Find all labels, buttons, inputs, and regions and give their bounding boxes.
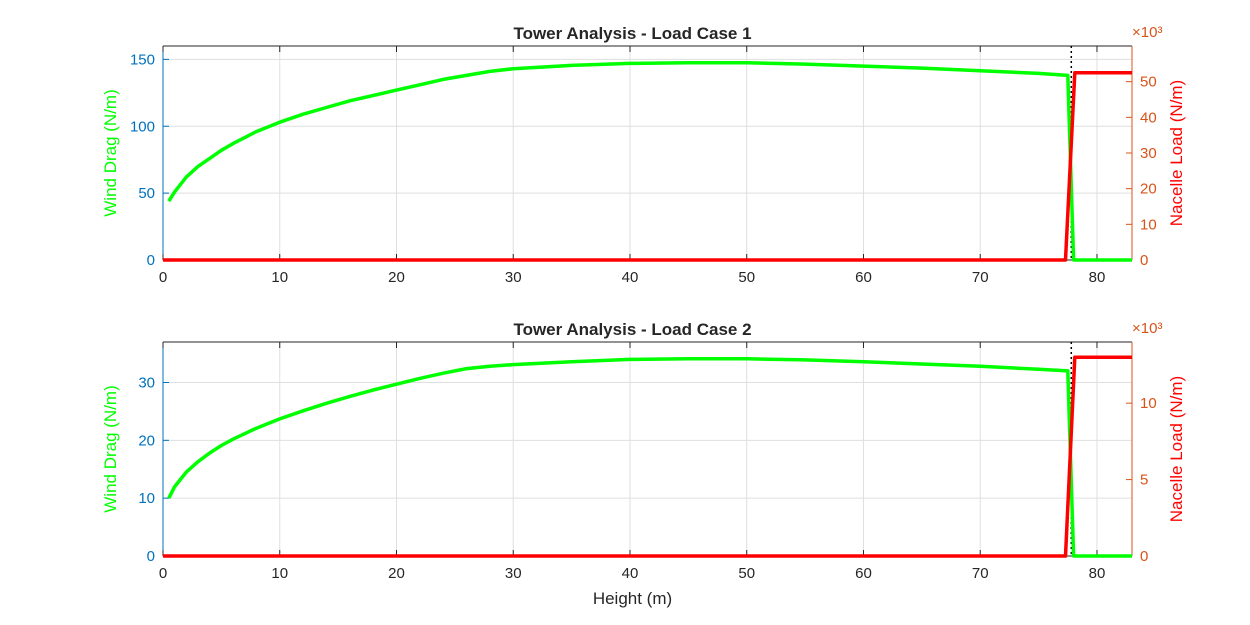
y-right-tick-label: 20 (1140, 181, 1157, 198)
y-left-tick-label: 30 (138, 374, 155, 391)
chart-load-case-2: 0 10 20 30 40 50 60 70 80 0 10 20 30 0 5 10 ×10³ Tower An… (101, 320, 1186, 608)
y-right-axis-label: Nacelle Load (N/m) (1167, 80, 1186, 226)
x-tick-label: 70 (972, 269, 989, 286)
chart-title: Tower Analysis - Load Case 1 (513, 24, 751, 43)
x-tick-label: 30 (505, 565, 522, 582)
y-right-tick-label: 40 (1140, 109, 1157, 126)
y-right-axis-label: Nacelle Load (N/m) (1167, 376, 1186, 522)
y-left-axis-label: Wind Drag (N/m) (101, 89, 120, 217)
x-tick-label: 40 (622, 269, 639, 286)
y-left-tick-label: 50 (138, 185, 155, 202)
y-right-tick-label: 10 (1140, 216, 1157, 233)
x-axis-label: Height (m) (593, 589, 672, 608)
x-tick-label: 40 (622, 565, 639, 582)
wind-drag-series-line (167, 357, 1132, 558)
y-right-tick-label: 0 (1140, 252, 1148, 269)
x-tick-label: 0 (159, 565, 167, 582)
x-tick-label: 60 (855, 565, 872, 582)
right-axis-exponent: ×10³ (1132, 24, 1162, 41)
y-right-tick-label: 10 (1140, 395, 1157, 412)
x-tick-label: 70 (972, 565, 989, 582)
y-left-axis-label: Wind Drag (N/m) (101, 385, 120, 513)
nacelle-load-series-line (163, 71, 1132, 262)
chart-title: Tower Analysis - Load Case 2 (513, 320, 751, 339)
x-tick-label: 50 (738, 269, 755, 286)
nacelle-load-series-line (163, 355, 1132, 558)
y-left-tick-label: 20 (138, 432, 155, 449)
x-tick-label: 20 (388, 565, 405, 582)
x-tick-label: 20 (388, 269, 405, 286)
chart-load-case-1: 0 10 20 30 40 50 60 70 80 0 50 100 150 0 10 20 30 40 50 ×10… (101, 24, 1186, 286)
y-right-tick-label: 5 (1140, 472, 1148, 489)
y-left-tick-label: 0 (147, 548, 155, 565)
x-tick-label: 80 (1089, 269, 1106, 286)
x-tick-label: 60 (855, 269, 872, 286)
x-tick-label: 80 (1089, 565, 1106, 582)
y-left-tick-label: 10 (138, 490, 155, 507)
plot-area (163, 46, 1132, 260)
x-tick-label: 0 (159, 269, 167, 286)
y-left-tick-label: 100 (130, 118, 155, 135)
y-right-tick-label: 50 (1140, 74, 1157, 91)
wind-drag-series-line (167, 60, 1132, 262)
x-tick-label: 10 (271, 565, 288, 582)
y-right-tick-label: 30 (1140, 145, 1157, 162)
plot-area (163, 342, 1132, 556)
y-left-tick-label: 0 (147, 252, 155, 269)
y-right-tick-label: 0 (1140, 548, 1148, 565)
y-left-tick-label: 150 (130, 51, 155, 68)
x-tick-label: 50 (738, 565, 755, 582)
x-tick-label: 30 (505, 269, 522, 286)
x-tick-label: 10 (271, 269, 288, 286)
right-axis-exponent: ×10³ (1132, 320, 1162, 337)
